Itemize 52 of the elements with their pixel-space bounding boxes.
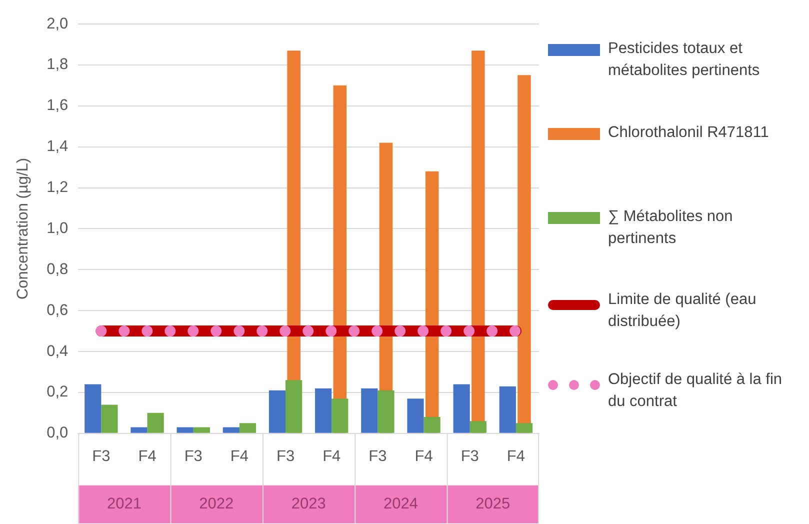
x-tick-label: F4: [506, 448, 526, 465]
x-tick-label: F4: [230, 448, 249, 465]
bar: [407, 398, 424, 433]
x-tick-label: F4: [322, 448, 342, 465]
bar: [470, 421, 486, 433]
bar: [84, 384, 102, 433]
x-tick-label: F3: [368, 448, 387, 465]
bar: [193, 427, 210, 433]
y-tick-label: 1,8: [46, 56, 68, 74]
legend-label: Objectif de qualité à la fin du contrat: [608, 370, 784, 412]
text: 2021: [106, 496, 142, 513]
text: 2024: [384, 496, 418, 513]
text: 2025: [476, 496, 510, 513]
text: 2023: [291, 496, 326, 513]
y-tick-label: 1,4: [46, 138, 69, 156]
bar: [239, 423, 256, 433]
legend-label: Limite de qualité (eau distribuée): [608, 290, 758, 332]
y-tick-label: 1,2: [46, 179, 68, 196]
bar: [332, 398, 348, 433]
bar: [499, 386, 516, 433]
x-tick-label: F3: [276, 448, 295, 465]
y-tick-label: 1,6: [46, 97, 68, 114]
y-tick-label: 0,4: [46, 342, 69, 360]
y-tick-label: 0,0: [46, 424, 69, 442]
bar: [361, 388, 378, 433]
bar: [286, 380, 302, 433]
legend-label: Chlorothalonil R471811: [608, 123, 769, 143]
bar: [222, 427, 240, 433]
y-tick-label: 0,2: [46, 384, 68, 401]
y-tick-label: 2,0: [46, 15, 69, 32]
y-tick-label: 0,6: [46, 302, 68, 319]
bar: [268, 390, 286, 433]
y-tick-label: 1,0: [46, 220, 69, 237]
bar: [315, 388, 332, 433]
x-tick-label: F3: [184, 448, 202, 465]
bar: [516, 423, 533, 433]
y-tick-label: 0,8: [46, 260, 68, 278]
bar: [378, 390, 394, 433]
bar: [101, 404, 118, 433]
text: 2022: [199, 496, 234, 513]
x-tick-label: F3: [460, 448, 479, 465]
bar: [424, 417, 440, 433]
y-axis-title: Concentration (µg/L): [14, 158, 32, 300]
bar: [147, 412, 164, 433]
x-tick-label: F4: [414, 448, 434, 465]
legend-label: ∑ Métabolites non pertinents: [608, 207, 734, 249]
x-tick-label: F4: [138, 448, 157, 465]
bar: [130, 427, 148, 433]
bar: [176, 427, 194, 433]
x-tick-label: F3: [92, 448, 110, 465]
legend-label: Pesticides totaux et métabolites pertinents: [608, 39, 761, 81]
bar: [453, 384, 470, 433]
